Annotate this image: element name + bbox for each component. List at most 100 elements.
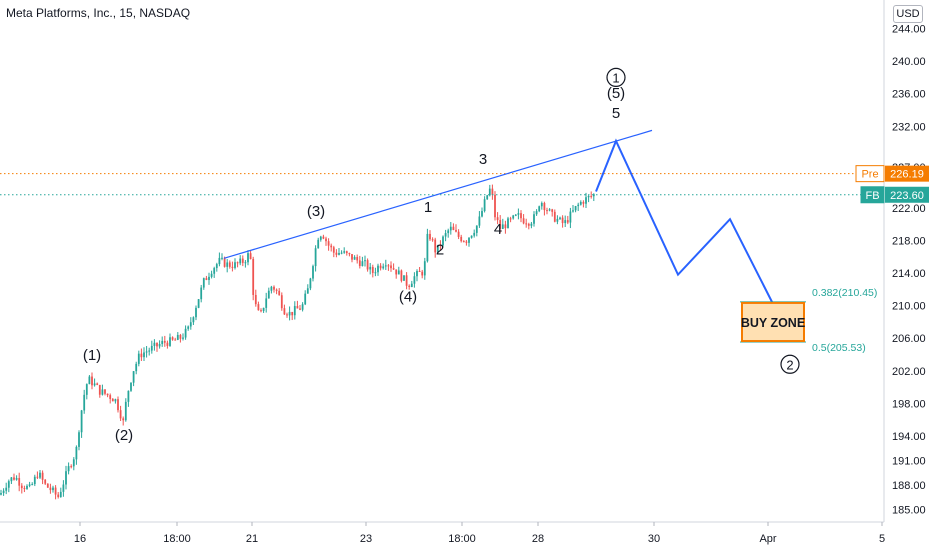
candle-body xyxy=(504,224,507,229)
candle-body xyxy=(429,233,431,240)
candle-body xyxy=(444,233,447,237)
candle-body xyxy=(559,217,561,219)
candle-body xyxy=(41,472,44,480)
candle-body xyxy=(527,223,530,226)
candle-body xyxy=(364,260,366,262)
candle-body xyxy=(109,395,112,399)
candle-body xyxy=(260,310,262,312)
candle-body xyxy=(507,218,509,229)
candle-body xyxy=(288,311,291,316)
candle-body xyxy=(221,257,223,259)
x-tick-label: 16 xyxy=(74,533,86,545)
candle-body xyxy=(195,307,197,318)
candle-body xyxy=(33,476,36,485)
candle-body xyxy=(462,241,465,243)
candle-body xyxy=(572,210,574,212)
candle-body xyxy=(330,245,333,248)
candle-body xyxy=(145,351,148,353)
candle-body xyxy=(158,344,161,347)
candle-body xyxy=(590,195,593,197)
candle-body xyxy=(556,218,559,222)
candle-body xyxy=(327,241,330,246)
candle-body xyxy=(377,265,379,273)
candle-body xyxy=(114,399,117,402)
candle-body xyxy=(57,494,60,498)
candle-body xyxy=(410,283,413,288)
candle-body xyxy=(561,217,564,224)
candle-body xyxy=(67,466,70,472)
candle-body xyxy=(408,285,411,288)
buy-zone-label: BUY ZONE xyxy=(741,316,805,330)
candle-body xyxy=(192,317,195,323)
candle-body xyxy=(356,257,359,261)
candle-body xyxy=(501,224,504,229)
candle-body xyxy=(512,215,515,219)
candle-body xyxy=(538,206,541,212)
candle-body xyxy=(244,262,247,264)
candle-body xyxy=(306,288,309,294)
candle-body xyxy=(52,487,54,491)
price-tag-name-fb xyxy=(860,186,885,204)
candle-body xyxy=(457,231,460,237)
candle-body xyxy=(249,253,252,259)
x-tick-label: 30 xyxy=(648,533,660,545)
trendline xyxy=(223,129,653,259)
candle-body xyxy=(15,478,18,480)
candle-body xyxy=(127,390,130,402)
candle-body xyxy=(379,265,382,269)
wave-label: (1) xyxy=(83,347,101,364)
candle-body xyxy=(88,376,91,385)
candle-body xyxy=(267,290,270,299)
wave-circle xyxy=(780,354,800,374)
candle-body xyxy=(7,481,10,488)
candle-body xyxy=(553,211,556,222)
x-tick-label: 28 xyxy=(532,533,544,545)
candle-body xyxy=(475,225,478,233)
candle-body xyxy=(283,308,286,315)
wave-label: 2 xyxy=(436,241,444,258)
candle-body xyxy=(265,298,268,308)
candle-body xyxy=(202,278,205,288)
candle-body xyxy=(187,326,190,329)
candle-body xyxy=(353,257,356,260)
candle-body xyxy=(140,353,143,358)
candle-body xyxy=(496,217,499,221)
candle-body xyxy=(26,485,28,489)
candle-body xyxy=(546,210,548,212)
candle-body xyxy=(395,269,398,275)
price-tag-name-pre xyxy=(855,165,885,183)
candle-body xyxy=(252,258,255,295)
candle-body xyxy=(499,220,502,229)
candle-body xyxy=(135,363,138,372)
candle-body xyxy=(468,237,470,243)
candle-body xyxy=(452,226,455,230)
candle-body xyxy=(65,471,67,485)
candle-body xyxy=(436,244,439,253)
y-tick-label: 222.00 xyxy=(892,203,926,215)
wave-circle-label: 2 xyxy=(786,357,793,372)
candle-body xyxy=(49,487,52,491)
candle-body xyxy=(304,293,307,305)
candle-body xyxy=(153,342,156,346)
candle-body xyxy=(44,479,47,484)
currency-button[interactable]: USD xyxy=(893,5,923,23)
candle-body xyxy=(351,254,353,260)
wave-circle xyxy=(606,67,626,88)
candle-body xyxy=(343,251,346,253)
fib-label: 0.382(210.45) xyxy=(812,287,877,299)
x-tick-label: Apr xyxy=(759,533,776,545)
candle-body xyxy=(270,286,273,291)
candle-body xyxy=(184,328,187,338)
wave-label: 1 xyxy=(424,199,432,216)
candle-body xyxy=(231,266,234,268)
candle-body xyxy=(423,261,426,276)
candle-body xyxy=(150,345,153,351)
candle-body xyxy=(543,203,546,211)
candle-body xyxy=(418,271,421,273)
candle-body xyxy=(176,334,179,340)
candle-body xyxy=(486,195,489,200)
candle-body xyxy=(426,233,429,262)
candle-body xyxy=(96,383,99,385)
candle-body xyxy=(338,252,340,255)
